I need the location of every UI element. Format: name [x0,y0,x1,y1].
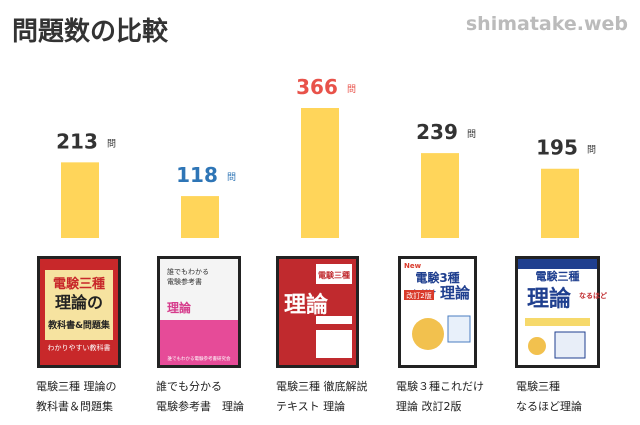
category-label-3-1: 電験三種 徹底解説 [276,379,368,393]
bar-5 [541,168,579,238]
svg-text:誰でもわかる: 誰でもわかる [167,267,209,276]
svg-text:理論: 理論 [167,300,192,315]
unit-label-3: 問 [347,84,356,95]
value-label-2: 118 [176,163,218,187]
svg-text:電験三種: 電験三種 [536,269,580,283]
category-label-1-2: 教科書＆問題集 [36,399,113,413]
svg-text:理論の: 理論の [55,293,103,312]
category-label-1-1: 電験三種 理論の [36,379,117,393]
value-label-4: 239 [416,120,458,144]
bar-1 [61,162,99,238]
book-cover-4-icon: New電験3種これだけ理論改訂2版 [398,256,477,368]
category-label-4-2: 理論 改訂2版 [396,399,462,413]
svg-text:理論: 理論 [284,292,329,318]
category-label-3-2: テキスト 理論 [276,399,345,413]
svg-text:電験3種: 電験3種 [415,270,459,285]
svg-text:わかりやすい教科書: わかりやすい教科書 [48,343,111,352]
svg-text:教科書&問題集: 教科書&問題集 [47,319,111,331]
svg-text:New: New [404,262,422,270]
site-watermark: shimatake.web [466,13,628,35]
unit-label-5: 問 [587,145,596,156]
page-title: 問題数の比較 [12,16,169,47]
category-label-4-1: 電験３種これだけ [396,379,484,393]
svg-text:理論: 理論 [440,284,471,302]
value-label-1: 213 [56,129,98,153]
svg-text:誰でもわかる電験参考書研究会: 誰でもわかる電験参考書研究会 [168,355,231,362]
bar-3 [301,108,339,238]
value-label-3: 366 [296,75,338,99]
category-label-5-2: なるほど理論 [516,399,582,413]
value-label-5: 195 [536,136,578,160]
svg-text:電験三種: 電験三種 [318,270,350,280]
category-label-2-1: 誰でも分かる [156,379,222,393]
svg-text:改訂2版: 改訂2版 [406,291,431,300]
svg-text:電験三種: 電験三種 [53,276,105,292]
svg-text:なるほど: なるほど [579,291,607,300]
category-label-5-1: 電験三種 [516,379,560,393]
unit-label-2: 問 [227,172,236,183]
category-label-2-2: 電験参考書 理論 [156,399,244,413]
bar-4 [421,153,459,238]
svg-text:理論: 理論 [527,286,572,312]
svg-text:電験参考書: 電験参考書 [167,277,202,286]
unit-label-4: 問 [467,129,476,140]
unit-label-1: 問 [107,138,116,149]
bar-2 [181,196,219,238]
